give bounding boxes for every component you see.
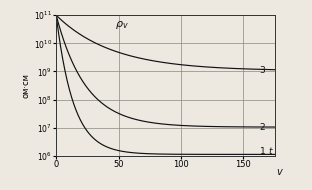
Y-axis label: ом·см: ом·см bbox=[22, 73, 31, 98]
Text: 2: 2 bbox=[260, 123, 265, 132]
Text: 1: 1 bbox=[260, 146, 265, 156]
Text: t: t bbox=[268, 146, 272, 156]
Text: 3: 3 bbox=[260, 66, 265, 75]
Text: v: v bbox=[277, 167, 282, 177]
Text: $\rho_v$: $\rho_v$ bbox=[115, 19, 129, 31]
